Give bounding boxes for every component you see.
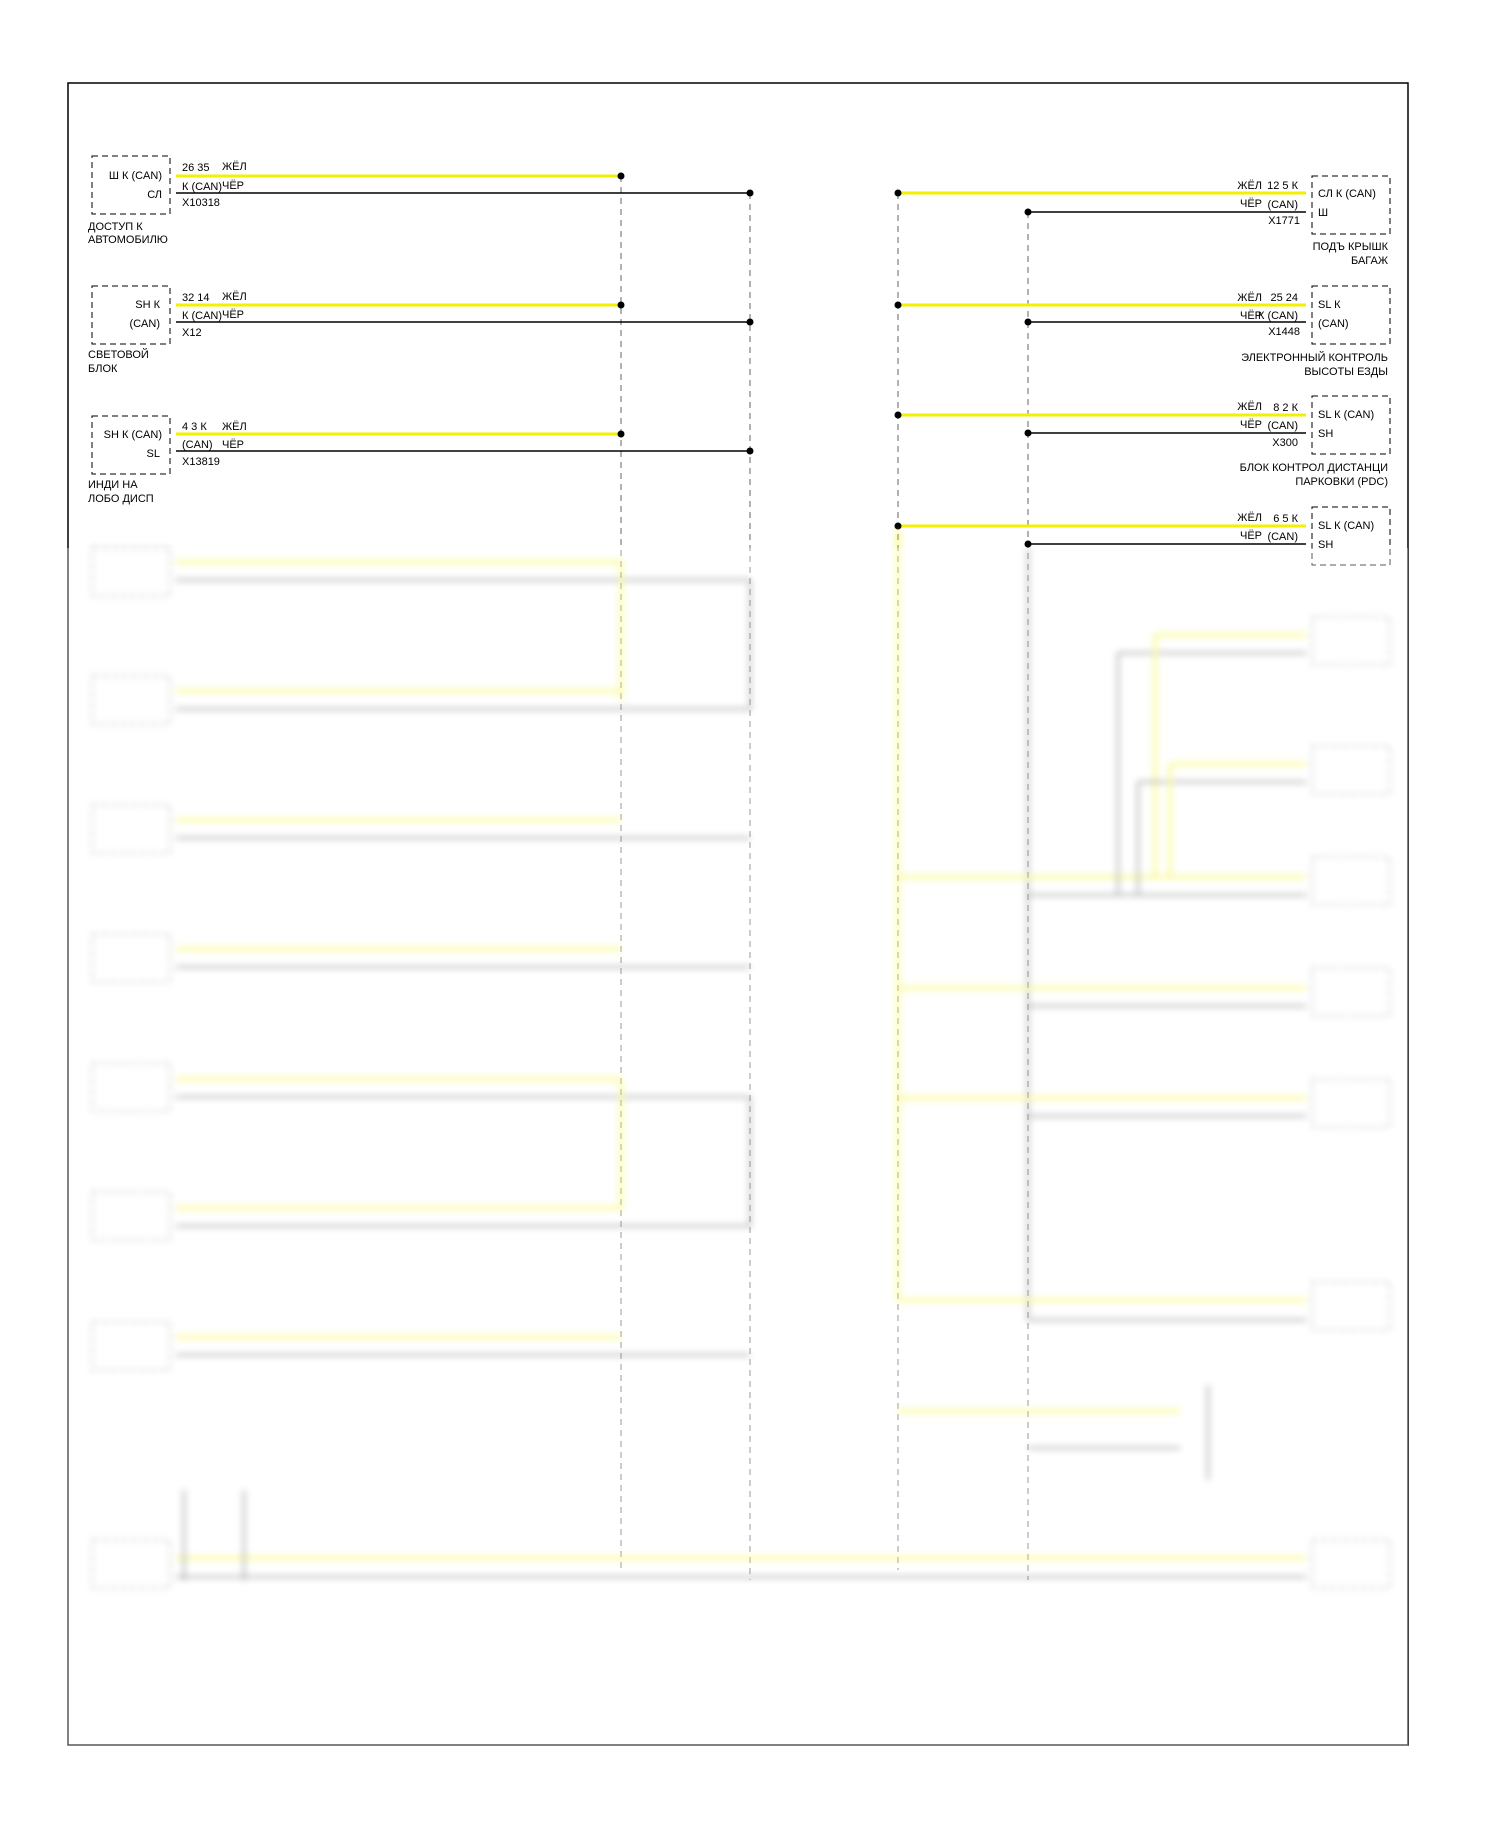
pins-top: 4 3 К — [182, 421, 207, 433]
pins-bottom: (CAN) — [1267, 531, 1298, 543]
pins-top: 6 5 К — [1273, 513, 1298, 525]
module-name2: ЛОБО ДИСП — [88, 493, 154, 505]
pins-top: 26 35 — [182, 162, 210, 174]
left-module-3: SH К (CAN) SL 4 3 К (CAN) X13819 ЖЁЛ ЧЁР… — [88, 415, 754, 505]
right-module-3: SL К (CAN) SH 8 2 К (CAN) X300 ЖЁЛ ЧЁР Б… — [894, 395, 1391, 488]
wire-label-black: ЧЁР — [1240, 530, 1262, 542]
module-box — [1311, 175, 1391, 235]
connector-id: X1448 — [1268, 326, 1300, 338]
obscured-right-wires — [896, 530, 1306, 1480]
module-line1: SH К — [135, 299, 160, 311]
pins-bottom: К (CAN) — [182, 181, 222, 193]
wire-label-black: ЧЁР — [222, 439, 244, 451]
module-box — [1311, 285, 1391, 345]
wire-label-black: ЧЁР — [1240, 419, 1262, 431]
wire-label-black: ЧЁР — [1240, 310, 1262, 322]
module-name2: ВЫСОТЫ ЕЗДЫ — [1304, 366, 1388, 378]
module-box — [91, 285, 171, 345]
splice-dot — [894, 301, 902, 309]
module-name1: ПОДЪ КРЫШК — [1313, 241, 1389, 253]
pins-top: 8 2 К — [1273, 402, 1298, 414]
splice-dot — [1024, 208, 1032, 216]
module-name1: СВЕТОВОЙ — [88, 348, 149, 361]
splice-dot — [746, 189, 754, 197]
module-name2: ПАРКОВКИ (PDC) — [1295, 476, 1388, 488]
wire-label-yellow: ЖЁЛ — [222, 421, 247, 433]
splice-dot — [1024, 540, 1032, 548]
module-name1: ДОСТУП К — [88, 221, 143, 233]
splice-dot — [617, 172, 625, 180]
pins-bottom: К (CAN) — [1258, 310, 1298, 322]
connector-id: X10318 — [182, 197, 220, 209]
module-line2: (CAN) — [1318, 318, 1349, 330]
pins-bottom: (CAN) — [182, 439, 213, 451]
module-name1: ИНДИ НА — [88, 479, 138, 491]
obscured-left-modules — [91, 547, 171, 1589]
connector-id: X12 — [182, 327, 202, 339]
wire-label-yellow: ЖЁЛ — [1237, 401, 1262, 413]
module-name2: БАГАЖ — [1351, 255, 1388, 267]
left-module-2: SH К (CAN) 32 14 К (CAN) X12 ЖЁЛ ЧЁР СВЕ… — [88, 285, 754, 375]
pins-top: 32 14 — [182, 292, 210, 304]
splice-dot — [1024, 429, 1032, 437]
module-line2: SH — [1318, 539, 1333, 551]
module-line1: SL К (CAN) — [1318, 409, 1374, 421]
wire-label-yellow: ЖЁЛ — [1237, 292, 1262, 304]
splice-dot — [746, 447, 754, 455]
module-line1: СЛ К (CAN) — [1318, 188, 1376, 200]
module-line1: SL К (CAN) — [1318, 520, 1374, 532]
module-box — [91, 155, 171, 215]
obscured-left-wires — [176, 560, 1306, 1580]
wire-label-yellow: ЖЁЛ — [222, 291, 247, 303]
module-line1: SL К — [1318, 299, 1341, 311]
connector-id: X300 — [1272, 437, 1298, 449]
obscured-region — [91, 530, 1391, 1589]
splice-dot — [894, 522, 902, 530]
module-box — [91, 415, 171, 475]
module-line1: SH К (CAN) — [104, 429, 162, 441]
diagram-frame — [67, 82, 1409, 1746]
splice-dot — [746, 318, 754, 326]
module-name2: АВТОМОБИЛЮ — [88, 234, 168, 246]
splice-dot — [617, 301, 625, 309]
wire-label-black: ЧЁР — [222, 309, 244, 321]
right-module-4: SL К (CAN) SH 6 5 К (CAN) ЖЁЛ ЧЁР — [894, 506, 1391, 566]
right-module-2: SL К (CAN) 25 24 К (CAN) X1448 ЖЁЛ ЧЁР Э… — [894, 285, 1391, 378]
wire-label-black: ЧЁР — [1240, 198, 1262, 210]
right-module-1: СЛ К (CAN) Ш 12 5 К (CAN) X1771 ЖЁЛ ЧЁР … — [894, 175, 1391, 267]
connector-id: X13819 — [182, 456, 220, 468]
wire-label-yellow: ЖЁЛ — [1237, 512, 1262, 524]
splice-dot — [617, 430, 625, 438]
module-line1: Ш К (CAN) — [109, 170, 162, 182]
pins-top: 25 24 — [1270, 292, 1298, 304]
module-box — [1311, 506, 1391, 566]
pins-bottom: (CAN) — [1267, 199, 1298, 211]
module-name2: БЛОК — [88, 363, 118, 375]
module-line2: СЛ — [147, 189, 162, 201]
module-line2: SH — [1318, 428, 1333, 440]
module-name1: ЭЛЕКТРОННЫЙ КОНТРОЛЬ — [1241, 351, 1388, 364]
pins-bottom: К (CAN) — [182, 310, 222, 322]
wire-label-yellow: ЖЁЛ — [1237, 180, 1262, 192]
splice-dot — [894, 189, 902, 197]
obscured-right-modules — [1311, 616, 1391, 1589]
splice-dot — [894, 411, 902, 419]
wire-label-yellow: ЖЁЛ — [222, 161, 247, 173]
module-box — [1311, 395, 1391, 455]
left-module-1: Ш К (CAN) СЛ 26 35 К (CAN) X10318 ЖЁЛ ЧЁ… — [88, 155, 754, 246]
module-line2: Ш — [1318, 207, 1328, 219]
wire-label-black: ЧЁР — [222, 180, 244, 192]
module-line2: SL — [147, 448, 160, 460]
connector-id: X1771 — [1268, 215, 1300, 227]
splice-dot — [1024, 318, 1032, 326]
module-line2: (CAN) — [129, 318, 160, 330]
pins-top: 12 5 К — [1267, 180, 1298, 192]
pins-bottom: (CAN) — [1267, 420, 1298, 432]
module-name1: БЛОК КОНТРОЛ ДИСТАНЦИ — [1240, 462, 1388, 474]
